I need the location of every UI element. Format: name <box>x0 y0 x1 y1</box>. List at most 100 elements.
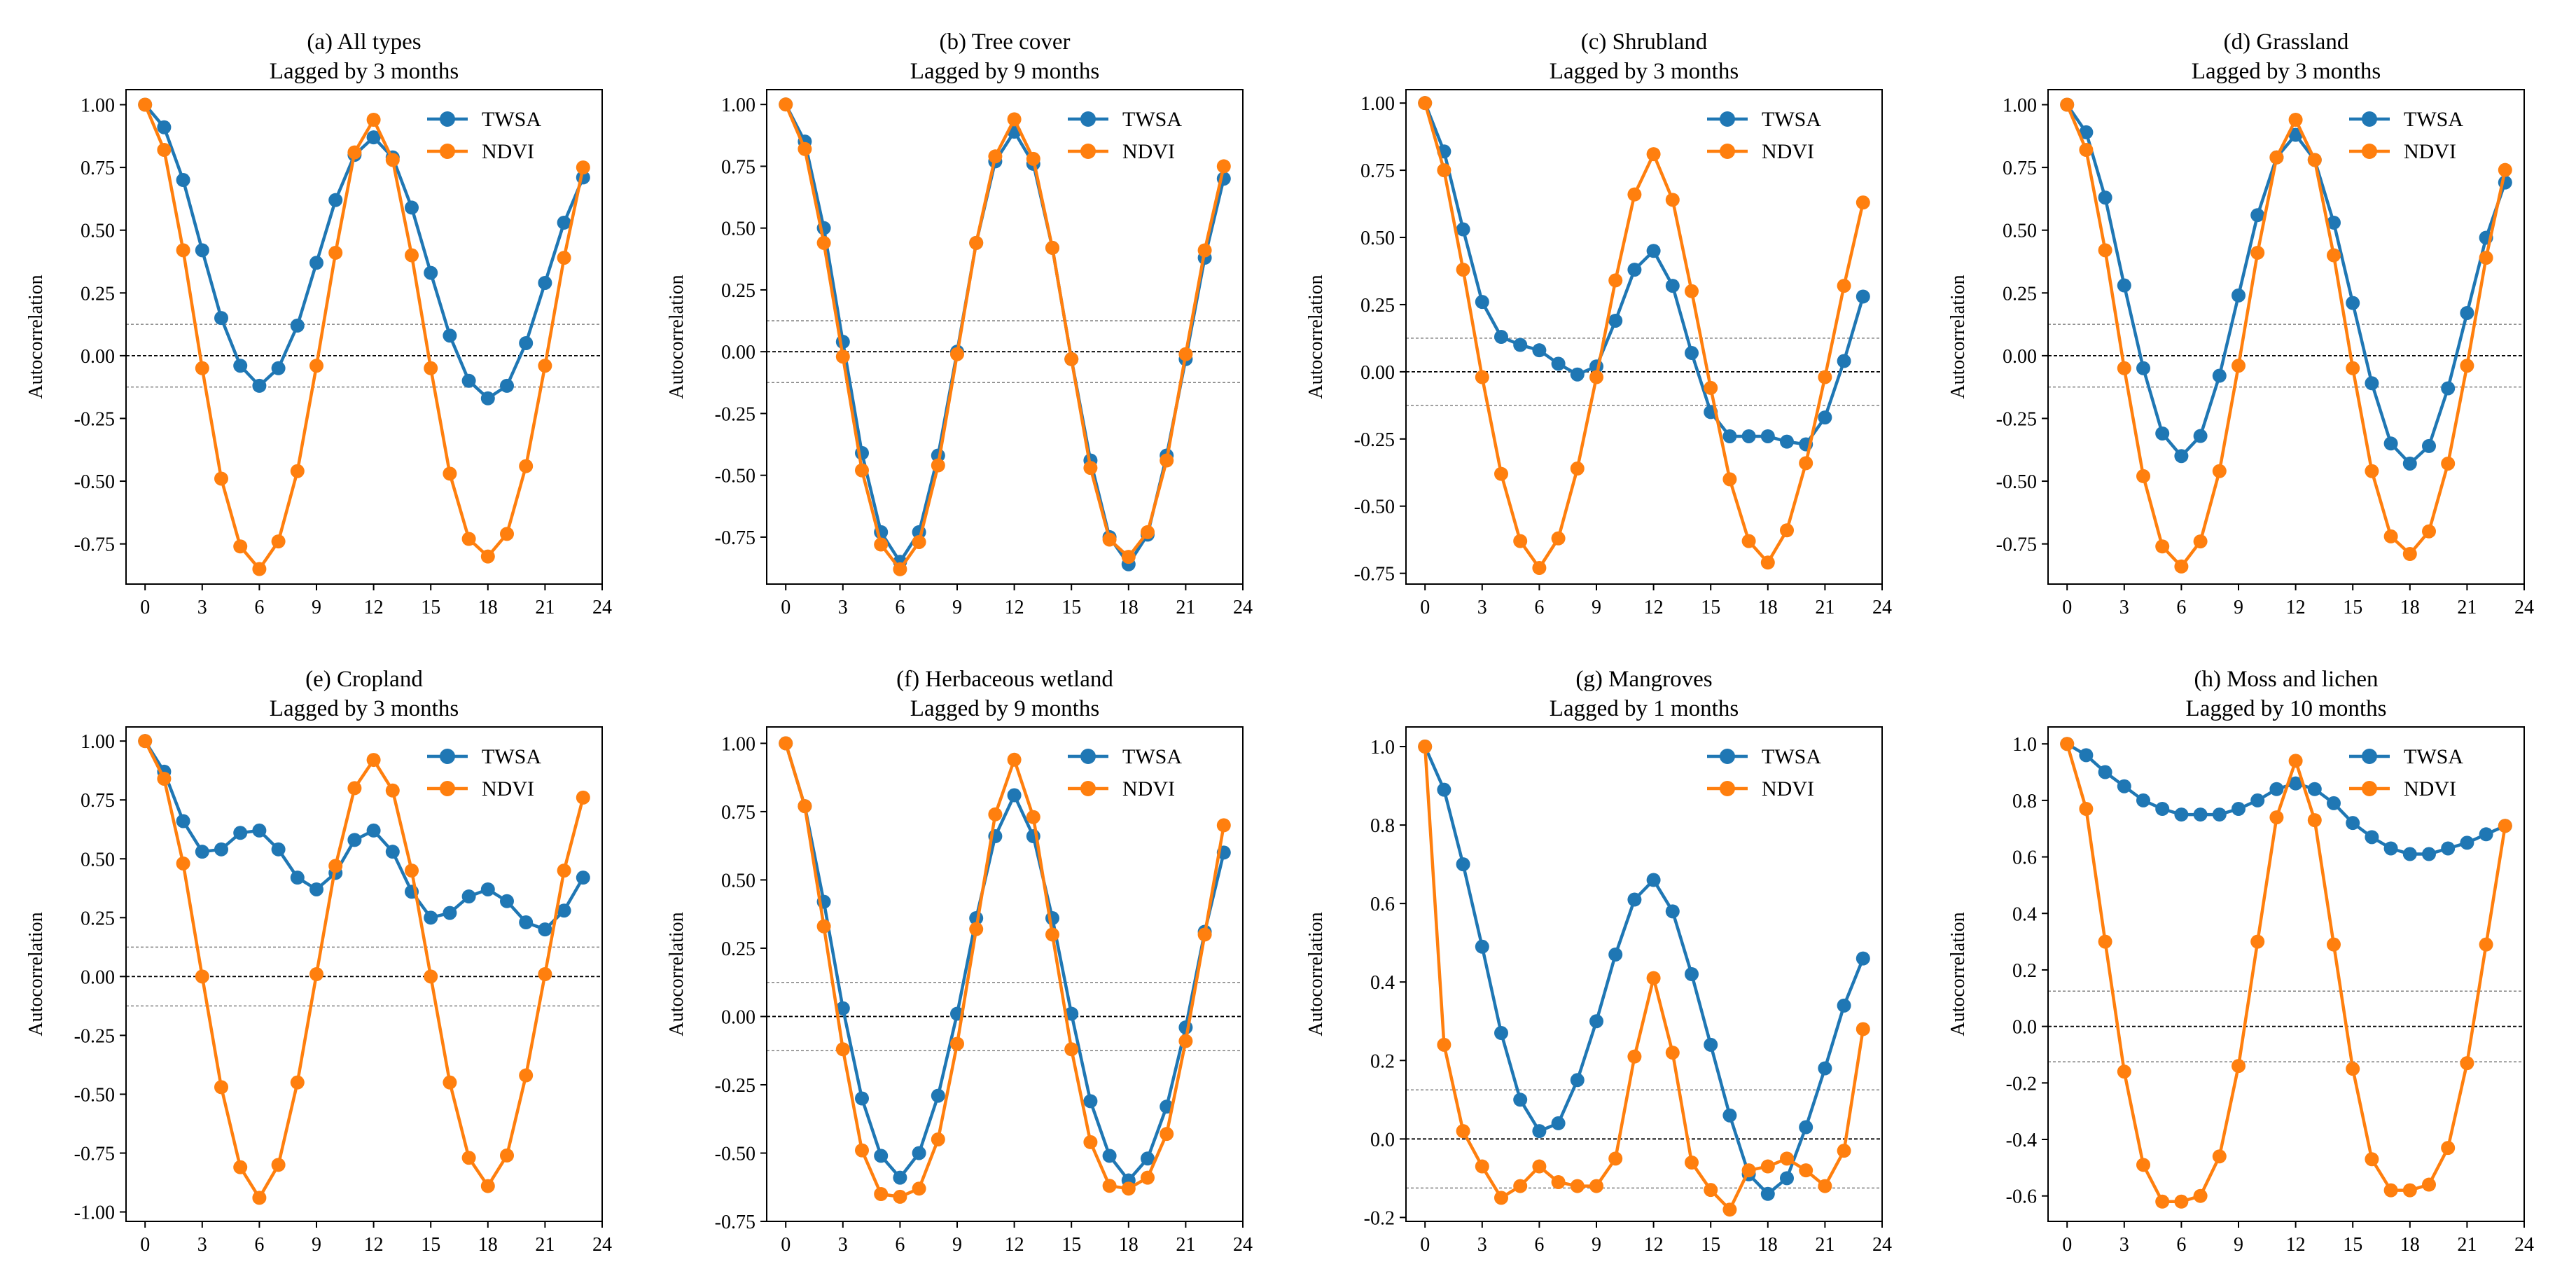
data-point-ndvi <box>1102 1179 1117 1193</box>
data-point-ndvi <box>874 537 889 552</box>
data-point-ndvi <box>1856 195 1870 210</box>
data-point-ndvi <box>309 967 323 981</box>
x-tick-label: 3 <box>1477 1234 1487 1256</box>
x-tick-label: 6 <box>1534 597 1544 618</box>
data-point-ndvi <box>2327 248 2341 263</box>
data-point-ndvi <box>2212 464 2227 478</box>
panel-title: (b) Tree cover <box>940 29 1071 55</box>
data-point-ndvi <box>366 113 381 127</box>
data-point-ndvi <box>461 1151 476 1165</box>
y-tick-label: 0.25 <box>1360 295 1395 317</box>
data-point-ndvi <box>931 458 945 473</box>
data-point-ndvi <box>195 969 209 984</box>
legend-label: NDVI <box>1122 777 1175 800</box>
data-point-twsa <box>1513 338 1528 352</box>
data-point-twsa <box>835 1001 850 1015</box>
data-point-ndvi <box>912 1181 926 1196</box>
x-tick-label: 3 <box>1477 597 1487 618</box>
series-line-ndvi <box>144 740 585 1200</box>
data-point-twsa <box>855 1091 869 1106</box>
plot-frame <box>1405 89 1883 585</box>
data-point-ndvi <box>2479 937 2493 952</box>
series-line-ndvi <box>784 104 1225 571</box>
data-point-ndvi <box>2193 534 2208 549</box>
y-tick-label: -0.75 <box>1354 564 1395 585</box>
panel-1: (a) All types Lagged by 3 months Autocorre… <box>25 29 612 618</box>
x-tick-label: 0 <box>1420 597 1430 618</box>
legend-marker-twsa <box>440 111 455 127</box>
data-point-twsa <box>328 193 343 207</box>
x-tick-label: 9 <box>312 1234 321 1256</box>
x-tick-label: 15 <box>2343 597 2362 618</box>
data-point-twsa <box>2288 776 2303 791</box>
data-point-ndvi <box>424 361 438 375</box>
panel-subtitle: Lagged by 3 months <box>1550 59 1739 84</box>
data-point-twsa <box>347 833 362 847</box>
y-tick-label: 1.0 <box>1370 737 1395 758</box>
data-point-twsa <box>1532 343 1547 358</box>
y-tick-label: 0.50 <box>721 870 756 892</box>
plot-frame <box>125 89 603 585</box>
data-point-ndvi <box>2155 1194 2170 1209</box>
data-point-ndvi <box>1799 1163 1813 1178</box>
y-tick-label: 0.00 <box>721 342 756 363</box>
data-point-twsa <box>1856 289 1870 304</box>
y-tick-label: 0.6 <box>2012 847 2037 869</box>
panel-2: (b) Tree cover Lagged by 9 months Autocorr… <box>666 29 1253 618</box>
data-point-twsa <box>1456 222 1470 237</box>
series-line-twsa <box>144 740 585 931</box>
legend-marker-ndvi <box>2362 144 2377 159</box>
panel-7: (g) Mangroves Lagged by 1 months Autocorre… <box>1305 667 1892 1256</box>
data-point-ndvi <box>2232 1059 2246 1074</box>
y-axis-label: Autocorrelation <box>666 275 688 398</box>
data-point-ndvi <box>1026 151 1040 166</box>
data-point-ndvi <box>214 1080 228 1095</box>
x-tick-label: 12 <box>1644 597 1664 618</box>
data-point-ndvi <box>2307 153 2322 167</box>
data-point-twsa <box>1494 1026 1508 1041</box>
data-point-ndvi <box>1646 147 1661 162</box>
y-tick-label: 0.75 <box>721 802 756 824</box>
y-tick-label: -0.75 <box>74 1144 115 1165</box>
data-point-twsa <box>1475 295 1489 310</box>
x-tick-label: 24 <box>1872 597 1892 618</box>
x-tick-label: 18 <box>478 597 498 618</box>
series-line-ndvi <box>1423 102 1865 570</box>
x-tick-label: 0 <box>140 1234 150 1256</box>
data-point-twsa <box>1856 951 1870 966</box>
plot-frame <box>125 726 603 1222</box>
y-tick-label: 1.00 <box>81 731 115 753</box>
x-tick-label: 6 <box>895 1234 905 1256</box>
x-tick-label: 3 <box>2119 1234 2129 1256</box>
data-point-ndvi <box>1704 1183 1718 1198</box>
data-point-ndvi <box>1589 370 1603 384</box>
legend-marker-ndvi <box>440 781 455 796</box>
data-point-ndvi <box>1685 1155 1699 1170</box>
data-point-twsa <box>214 842 228 857</box>
data-point-ndvi <box>2098 934 2112 949</box>
x-tick-label: 21 <box>1176 597 1195 618</box>
data-point-ndvi <box>2232 359 2246 373</box>
data-point-ndvi <box>347 145 362 160</box>
data-point-ndvi <box>988 149 1003 164</box>
data-point-twsa <box>2383 841 2398 856</box>
data-point-ndvi <box>2250 934 2265 949</box>
y-tick-label: -0.25 <box>1996 408 2037 430</box>
data-point-ndvi <box>2498 819 2512 833</box>
x-tick-label: 6 <box>2176 1234 2186 1256</box>
x-tick-label: 24 <box>2514 597 2534 618</box>
panel-subtitle: Lagged by 10 months <box>2186 696 2387 721</box>
y-tick-label: 1.0 <box>2012 734 2037 756</box>
x-tick-label: 12 <box>1005 597 1024 618</box>
y-tick-label: 0.50 <box>2003 221 2037 242</box>
y-tick-label: -0.75 <box>715 527 756 549</box>
data-point-ndvi <box>2479 251 2493 265</box>
legend-marker-ndvi <box>2362 781 2377 796</box>
data-point-ndvi <box>519 459 534 473</box>
x-tick-label: 12 <box>1005 1234 1024 1256</box>
x-tick-label: 24 <box>1233 597 1253 618</box>
data-point-twsa <box>1818 1061 1832 1076</box>
y-tick-label: -0.25 <box>74 408 115 430</box>
data-point-twsa <box>309 256 323 270</box>
data-point-twsa <box>2136 793 2150 807</box>
